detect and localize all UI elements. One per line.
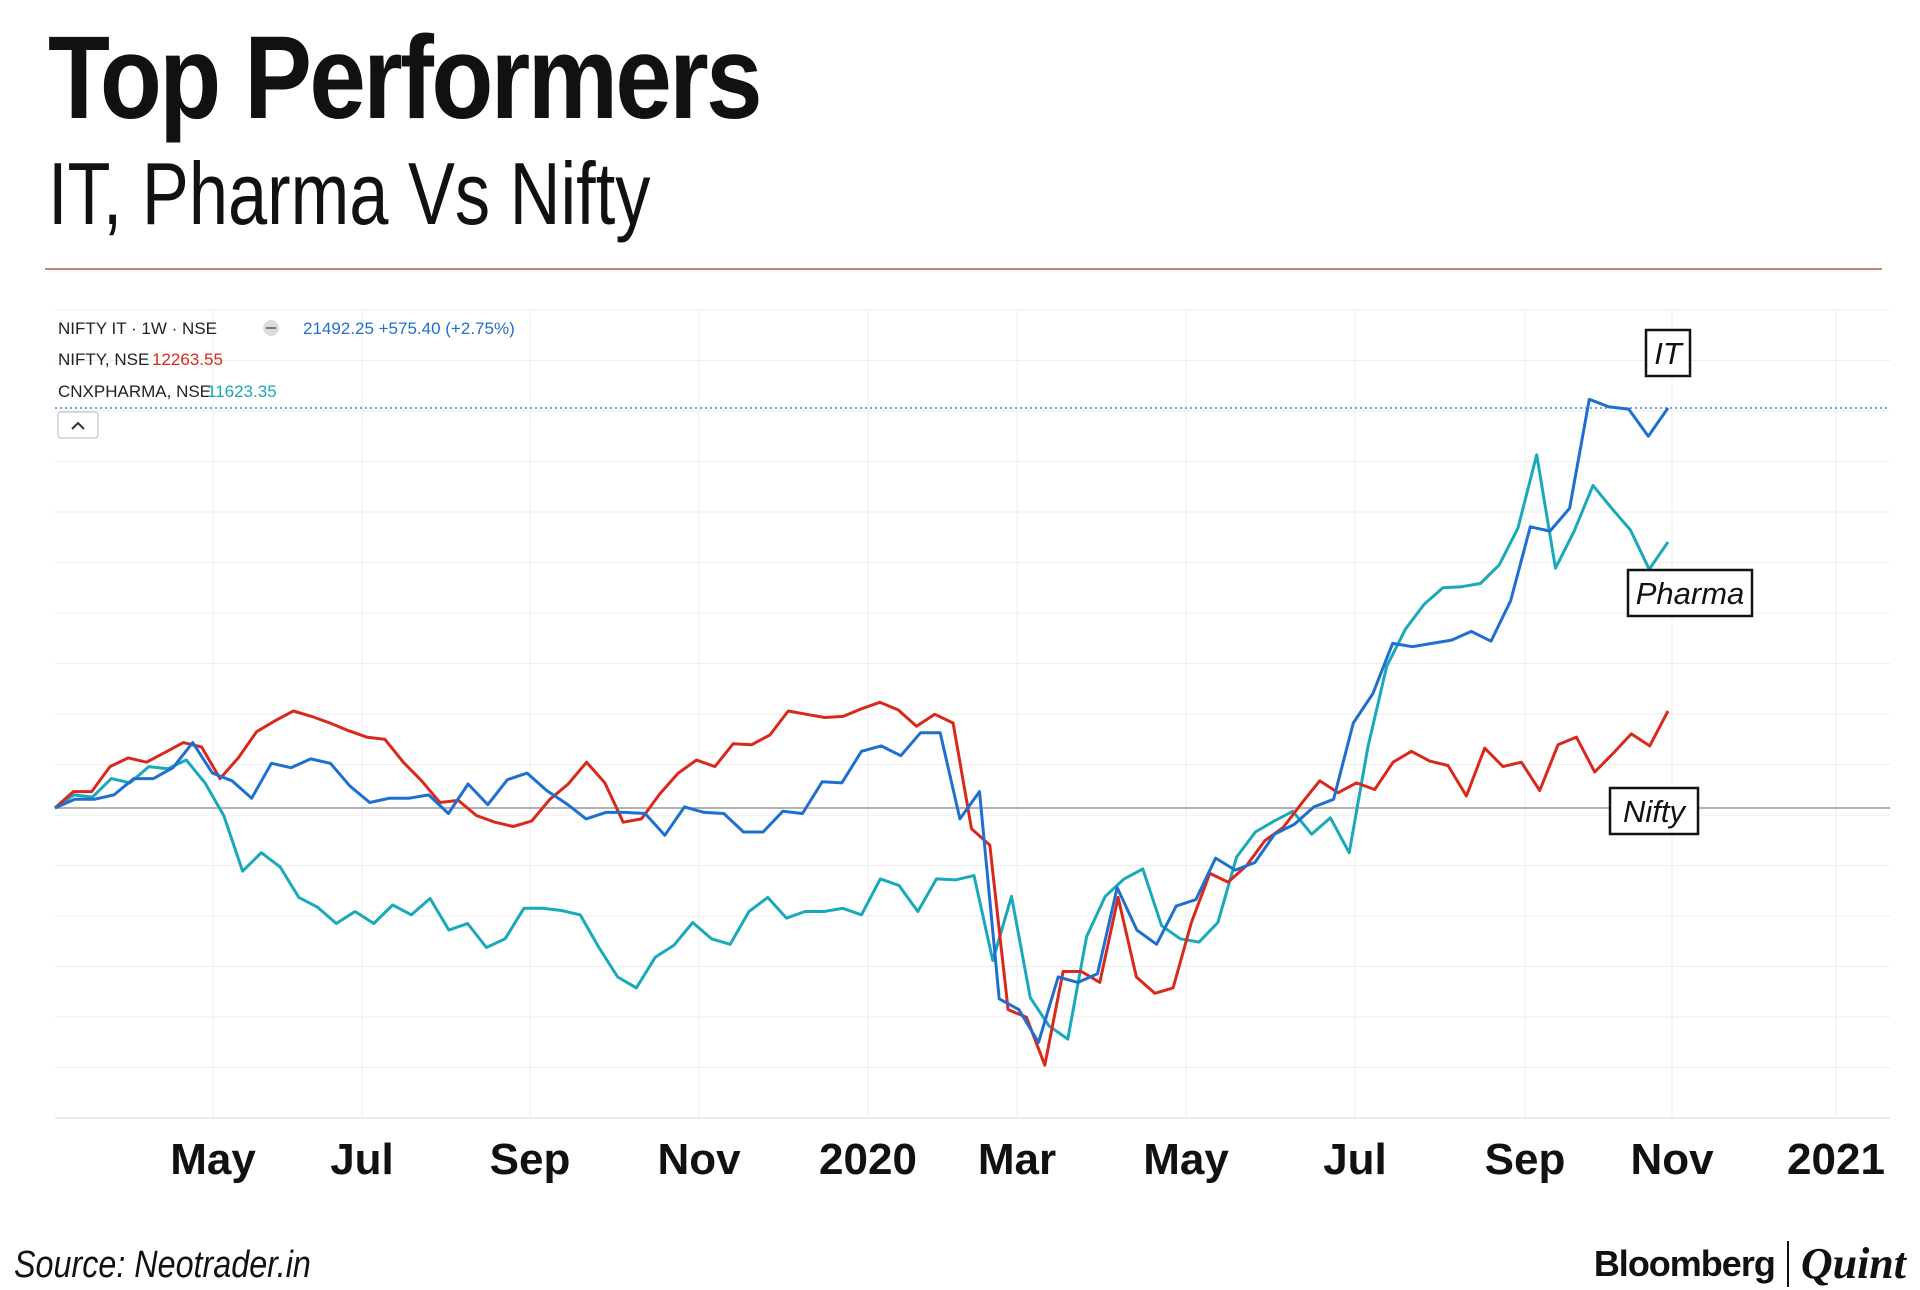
x-tick-label: Nov [1630, 1135, 1714, 1184]
legend-label-pharma: CNXPHARMA, NSE [58, 382, 211, 401]
tag-pharma-label: Pharma [1636, 576, 1745, 611]
legend-collapse-button[interactable] [57, 411, 99, 439]
legend-label-nifty: NIFTY, NSE [58, 350, 149, 369]
brand-bloomberg: Bloomberg [1593, 1242, 1776, 1284]
chart-grid [55, 309, 1890, 1119]
chart-area: NIFTY IT · 1W · NSE 21492.25 +575.40 (+2… [53, 309, 1890, 1184]
brand-divider [1786, 1240, 1789, 1287]
tag-pharma: Pharma [1626, 568, 1754, 618]
series-line-nifty [53, 700, 1670, 1067]
title-divider [45, 268, 1882, 270]
x-tick-label: Sep [490, 1135, 571, 1184]
tag-nifty-label: Nifty [1623, 794, 1688, 829]
legend-value-pharma: 11623.35 [207, 382, 277, 401]
x-axis-ticks: May Jul Sep Nov 2020 Mar May Jul Sep Nov 2021 [170, 1135, 1885, 1184]
x-tick-label: Mar [978, 1135, 1056, 1184]
x-tick-label: May [1143, 1135, 1229, 1184]
x-tick-label: Nov [657, 1135, 741, 1184]
source-note: Source: Neotrader.in [14, 1244, 311, 1286]
brand-quint: Quint [1800, 1239, 1906, 1288]
legend-value-it: 21492.25 +575.40 (+2.75%) [303, 319, 515, 338]
x-tick-label: 2020 [819, 1135, 917, 1184]
page-subtitle: IT, Pharma Vs Nifty [48, 144, 651, 243]
tag-nifty: Nifty [1608, 786, 1700, 836]
tag-it: IT [1644, 328, 1692, 378]
x-tick-label: Jul [330, 1135, 394, 1184]
page-title: Top Performers [48, 12, 763, 144]
legend-value-nifty: 12263.55 [152, 350, 223, 369]
tag-it-label: IT [1654, 336, 1684, 371]
x-tick-label: May [170, 1135, 256, 1184]
x-tick-label: Jul [1323, 1135, 1387, 1184]
brand-logo: Bloomberg Quint [1594, 1238, 1906, 1289]
chevron-up-icon [71, 421, 85, 430]
series-line-pharma [54, 453, 1670, 1041]
x-tick-label: 2021 [1787, 1135, 1885, 1184]
chart-legend: NIFTY IT · 1W · NSE 21492.25 +575.40 (+2… [57, 319, 515, 439]
x-tick-label: Sep [1485, 1135, 1566, 1184]
legend-label-it: NIFTY IT · 1W · NSE [58, 319, 217, 338]
series-line-it [54, 397, 1670, 1044]
series-layer [53, 397, 1670, 1067]
